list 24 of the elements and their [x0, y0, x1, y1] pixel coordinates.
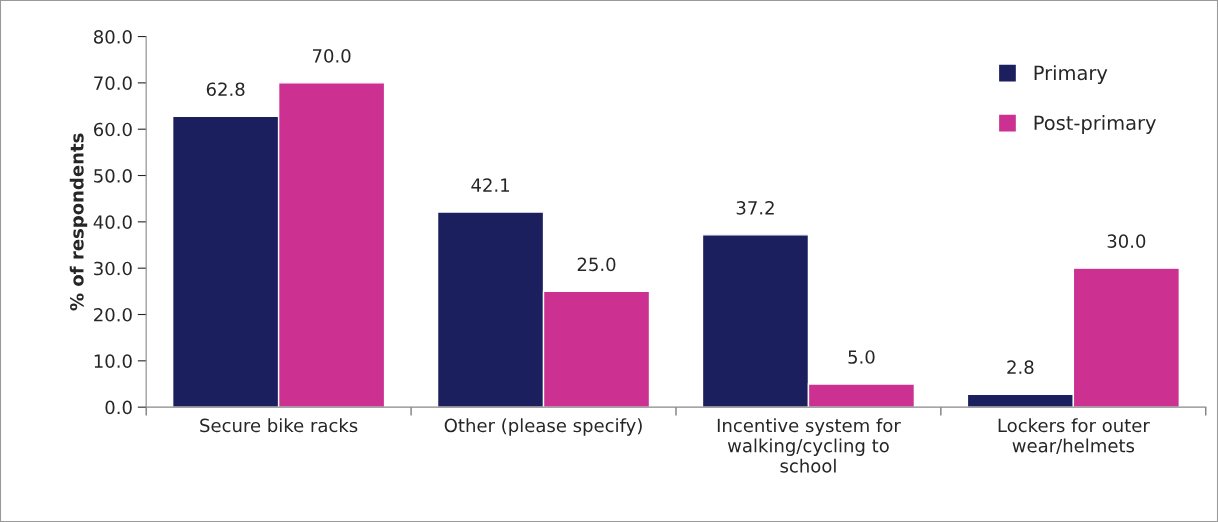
data-label: 25.0: [577, 257, 616, 272]
data-label: 37.2: [736, 201, 774, 215]
y-tick-label: 30.0: [94, 261, 132, 276]
data-label: 62.8: [206, 82, 245, 97]
y-tick-label: 10.0: [94, 354, 132, 368]
y-tick-label: 70.0: [94, 76, 132, 90]
data-label: 5.0: [848, 350, 875, 364]
x-tick-label: Incentive system for walking/cycling to school: [717, 418, 901, 473]
y-tick-label: 50.0: [94, 168, 132, 183]
x-tick-label: Other (please specify): [444, 418, 642, 436]
data-label: 2.8: [1007, 360, 1034, 375]
y-axis-title: % of respondents: [69, 133, 88, 311]
x-tick-label: Secure bike racks: [200, 418, 358, 433]
y-tick-label: 40.0: [93, 215, 132, 229]
data-label: 70.0: [312, 49, 351, 63]
y-tick-label: 20.0: [94, 307, 132, 322]
y-tick-label: 80.0: [93, 30, 132, 44]
data-label: 42.1: [471, 178, 509, 192]
y-tick-label: 0.0: [105, 400, 132, 415]
y-tick-label: 60.0: [94, 122, 132, 137]
data-label: 30.0: [1107, 234, 1146, 249]
x-tick-label: Lockers for outer wear/helmets: [998, 418, 1150, 454]
legend-label: Primary: [1034, 65, 1108, 84]
legend-label: Post-primary: [1034, 115, 1156, 134]
